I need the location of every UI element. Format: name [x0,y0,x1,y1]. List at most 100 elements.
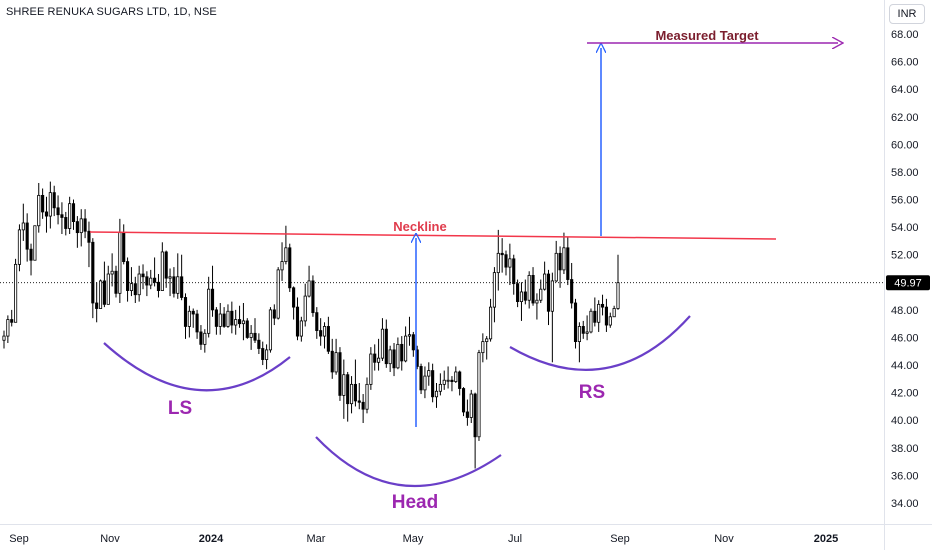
candle-body [299,320,303,337]
y-tick-label: 38.00 [891,443,919,455]
x-tick-label: Nov [714,533,734,545]
candle-body [226,310,230,327]
y-tick-label: 44.00 [891,360,919,372]
left-shoulder-arc [103,342,291,392]
candle-body [539,288,543,301]
y-tick-label: 48.00 [891,305,919,317]
candle-body [292,287,296,308]
candle-body [577,326,581,343]
candle-body [222,313,226,327]
candle-body [102,280,106,305]
candle-body [492,272,496,308]
candle-body [427,370,431,377]
left-shoulder-label: LS [168,398,192,419]
x-tick-label: Nov [100,533,120,545]
candle-body [41,194,45,213]
candle-body [44,211,49,217]
candle-body [164,251,168,279]
candle-body [597,303,601,323]
candle-body [60,214,64,218]
candle-body [272,309,276,319]
x-tick-label: Sep [9,533,29,545]
y-tick-label: 66.00 [891,57,919,69]
candle-body [446,379,450,382]
candle-body [48,192,52,217]
candle-body [361,401,365,410]
right-shoulder-arc [509,315,691,371]
candle-body [593,310,597,323]
right-shoulder-label: RS [579,382,605,403]
candle-body [338,352,342,396]
candle-body [118,232,122,294]
candle-body [450,379,454,383]
candle-body [608,316,612,326]
candle-body [407,334,412,337]
candle-body [110,270,114,275]
y-axis[interactable]: 68.00 66.00 64.00 62.00 60.00 58.00 56.00 54.00… [891,29,919,510]
candle-body [261,348,265,360]
candle-body [303,295,307,322]
x-tick-label: May [403,533,424,545]
candle-body [199,331,203,345]
y-tick-label: 36.00 [891,470,919,482]
candle-body [461,388,466,413]
candle-body [562,247,566,271]
candle-body [126,261,130,291]
candle-body [307,280,311,297]
candle-body [465,411,469,418]
y-tick-label: 34.00 [891,498,919,510]
candle-body [276,269,280,319]
candle-body [149,277,153,286]
last-price-badge-bg [886,275,930,291]
candle-body [388,349,392,365]
y-tick-label: 60.00 [891,139,919,151]
x-axis[interactable]: Sep Nov 2024 Mar May Jul Sep Nov 2025 [9,533,838,545]
candle-body [29,248,33,261]
candle-body [52,192,56,209]
candle-body [546,273,551,312]
candle-body [180,276,184,298]
candle-body [346,374,350,405]
candle-body [234,319,238,326]
candle-body [195,313,199,333]
x-tick-label: 2025 [814,533,838,545]
candle-body [257,339,261,349]
x-tick-label: Sep [610,533,630,545]
candle-body [183,297,188,327]
candle-body [315,312,319,331]
candle-body [489,306,493,340]
candle-body [153,277,157,283]
candle-body [191,310,195,315]
candle-body [423,375,427,391]
y-tick-label: 46.00 [891,332,919,344]
candle-body [129,283,133,291]
candle-body [477,352,481,438]
candle-body [616,282,620,309]
candle-body [411,334,415,351]
candle-body [214,309,218,327]
candle-body [589,310,593,333]
candle-body [369,353,373,385]
candle-body [442,379,446,385]
y-tick-label: 68.00 [891,29,919,41]
candle-body [570,279,574,304]
candle-body [573,302,578,343]
candle-body [91,241,95,304]
candle-body [438,383,442,392]
candle-body [25,222,29,250]
candle-body [384,328,388,365]
last-price-badge: 49.97 [886,275,930,291]
y-tick-label: 62.00 [891,112,919,124]
candle-body [322,326,327,337]
y-tick-label: 54.00 [891,222,919,234]
candle-body [64,217,68,229]
candle-body [319,330,323,337]
candle-body [71,203,76,222]
candle-body [535,299,539,304]
currency-selector[interactable]: INR [889,4,925,24]
candle-body [114,270,118,294]
y-tick-label: 56.00 [891,195,919,207]
candle-body [172,276,176,294]
candle-body [311,280,315,314]
